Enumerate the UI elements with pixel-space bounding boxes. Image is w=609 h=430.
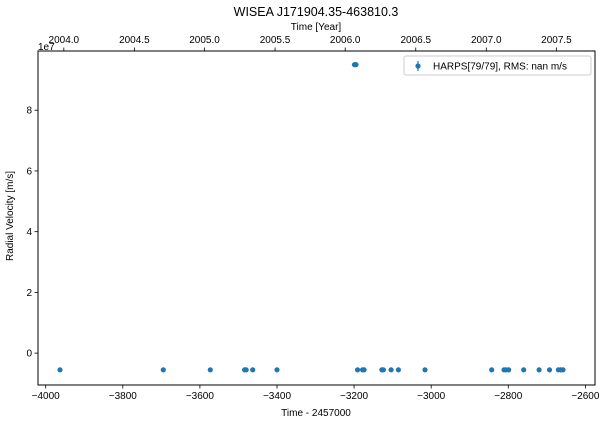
top-x-tick-label: 2004.5 — [119, 35, 150, 46]
data-point — [546, 367, 553, 373]
y-axis-label: Radial Velocity [m/s] — [5, 171, 16, 261]
legend-label: HARPS[79/79], RMS: nan m/s — [433, 62, 567, 73]
x-tick-label: −3400 — [263, 391, 292, 402]
x-tick-label: −3800 — [109, 391, 138, 402]
data-point — [274, 367, 280, 373]
legend-box — [403, 55, 592, 76]
data-point — [160, 367, 166, 373]
top-x-tick-label: 2007.0 — [471, 35, 502, 46]
x-tick-label: −3000 — [417, 391, 446, 402]
data-point — [361, 367, 367, 373]
x-tick-label: −4000 — [32, 391, 61, 402]
plot-area-frame — [37, 50, 596, 386]
data-point — [395, 367, 402, 373]
data-point — [506, 367, 512, 373]
x-tick-label: −3200 — [340, 391, 369, 402]
x-tick-label: −2600 — [571, 391, 600, 402]
top-x-tick-label: 2005.0 — [189, 35, 220, 46]
data-point — [380, 367, 386, 373]
x-axis-label: Time - 2457000 — [281, 408, 351, 419]
legend-marker — [415, 63, 421, 69]
marks-layer: −4000 −3800 −3600 −3400 −3200 −3000 −2800 −2600… — [26, 35, 599, 402]
top-x-axis-label: Time [Year] — [291, 22, 342, 33]
legend: HARPS[79/79], RMS: nan m/s — [403, 55, 592, 76]
top-x-tick-label: 2006.5 — [400, 35, 431, 46]
top-x-tick-label: 2007.5 — [541, 35, 572, 46]
data-point — [489, 367, 495, 373]
data-point — [353, 62, 359, 68]
data-point — [250, 367, 256, 373]
y-tick-label: 0 — [26, 349, 32, 360]
data-point — [354, 367, 361, 373]
x-tick-label: −3600 — [186, 391, 215, 402]
y-tick-label: 8 — [26, 106, 32, 117]
data-point — [57, 367, 63, 373]
chart-title: WISEA J171904.35-463810.3 — [234, 5, 399, 19]
x-tick-label: −2800 — [494, 391, 523, 402]
data-point — [521, 367, 527, 373]
y-offset-label: 1e7 — [38, 42, 55, 53]
y-tick-label: 4 — [26, 227, 32, 238]
top-x-tick-label: 2004.0 — [49, 35, 80, 46]
data-point — [207, 367, 213, 373]
data-point — [560, 367, 566, 373]
top-x-tick-label: 2006.0 — [330, 35, 361, 46]
data-point — [388, 367, 394, 373]
data-point — [536, 367, 542, 373]
data-point — [243, 367, 249, 373]
y-tick-label: 2 — [26, 288, 32, 299]
data-point — [422, 367, 428, 373]
top-x-tick-label: 2005.5 — [260, 35, 291, 46]
y-tick-label: 6 — [26, 166, 32, 177]
